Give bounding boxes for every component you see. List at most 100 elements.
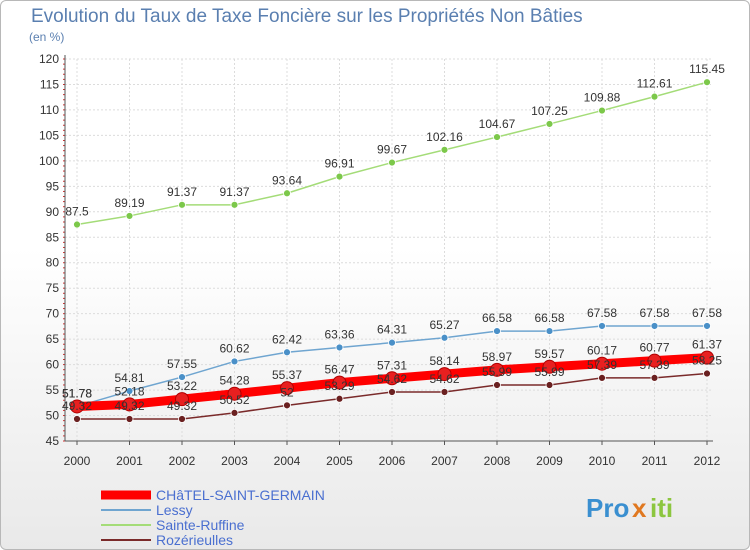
data-point [440, 145, 449, 154]
data-point [125, 212, 134, 220]
data-label: 93.64 [272, 173, 302, 187]
data-point [703, 322, 711, 330]
data-label: 67.58 [587, 306, 617, 320]
data-label: 67.58 [692, 306, 722, 320]
data-label: 61.37 [692, 338, 722, 352]
data-label: 115.45 [689, 62, 725, 76]
legend: CHâTEL-SAINT-GERMAINLessySainte-RuffineR… [101, 487, 325, 548]
data-label: 54.81 [114, 371, 144, 385]
data-point [542, 359, 557, 374]
x-tick-label: 2002 [169, 454, 196, 468]
data-point [335, 172, 344, 181]
x-tick-label: 2012 [694, 454, 721, 468]
data-point [703, 78, 711, 87]
data-point [388, 338, 396, 347]
x-tick-label: 2008 [484, 454, 511, 468]
y-tick-label: 80 [46, 256, 60, 270]
data-point [332, 375, 347, 390]
data-point [230, 200, 239, 209]
data-point [703, 369, 711, 378]
data-point [595, 356, 609, 371]
y-tick-label: 120 [39, 52, 59, 66]
data-point [335, 343, 344, 352]
y-tick-label: 55 [46, 383, 60, 397]
data-label: 109.88 [584, 91, 621, 105]
data-point [125, 387, 134, 395]
data-point [437, 367, 452, 382]
data-point [388, 158, 396, 167]
data-point [280, 381, 294, 396]
data-label: 62.42 [272, 332, 302, 346]
data-label: 52 [280, 385, 294, 399]
data-label: 49.32 [114, 399, 144, 413]
data-label: 87.5 [65, 205, 89, 219]
data-point [178, 200, 186, 209]
x-tick-label: 2011 [642, 454, 668, 468]
proxiti-logo: Pro x iti [586, 493, 673, 523]
data-label: 60.77 [639, 341, 669, 355]
data-label: 51.78 [62, 386, 92, 400]
y-tick-label: 100 [39, 154, 59, 168]
y-tick-label: 85 [46, 230, 60, 244]
data-point [283, 189, 291, 198]
data-label: 50.52 [219, 393, 249, 407]
x-tick-label: 2009 [536, 454, 563, 468]
data-label: 112.61 [637, 77, 673, 91]
data-point [493, 327, 501, 335]
data-label: 51.78 [62, 386, 92, 400]
data-point [545, 381, 554, 389]
data-point [490, 362, 504, 377]
data-label: 57.39 [587, 358, 617, 372]
data-label: 57.31 [377, 358, 407, 372]
data-point [700, 350, 714, 365]
data-label: 55.99 [534, 365, 564, 379]
data-point [385, 371, 399, 386]
data-point [122, 397, 137, 412]
data-label: 99.67 [377, 143, 407, 157]
data-label: 89.19 [114, 196, 144, 210]
brand-part1: Pro [586, 493, 629, 523]
data-point [650, 92, 659, 101]
x-tick-label: 2004 [274, 454, 301, 468]
data-label: 57.39 [639, 358, 669, 372]
y-tick-label: 105 [39, 128, 59, 142]
y-tick-label: 115 [40, 77, 59, 91]
data-point [598, 106, 606, 115]
data-label: 66.58 [534, 311, 564, 325]
data-point [545, 327, 554, 335]
x-tick-label: 2003 [221, 454, 248, 468]
data-point [283, 401, 291, 410]
x-tick-label: 2001 [116, 454, 143, 468]
data-label: 49.32 [167, 399, 197, 413]
data-point [175, 392, 189, 407]
y-tick-label: 110 [40, 103, 59, 117]
data-point [650, 322, 659, 330]
y-tick-label: 45 [46, 434, 60, 448]
data-point [545, 120, 554, 128]
data-label: 54.62 [377, 372, 407, 386]
data-label: 102.16 [426, 130, 463, 144]
data-label: 53.22 [167, 379, 197, 393]
data-point [70, 399, 84, 414]
data-point [440, 388, 449, 396]
data-label: 54.28 [219, 374, 249, 388]
y-tick-label: 75 [46, 281, 60, 295]
data-label: 54.62 [429, 372, 459, 386]
legend-label: CHâTEL-SAINT-GERMAIN [156, 487, 325, 503]
data-point [73, 220, 81, 229]
data-point [178, 415, 186, 423]
data-point [598, 373, 606, 382]
series-lines [70, 78, 714, 423]
data-point [493, 133, 501, 141]
data-label: 59.57 [534, 347, 564, 361]
legend-label: Rozérieulles [156, 532, 233, 548]
data-label: 57.55 [167, 357, 197, 371]
brand-part3: iti [650, 493, 673, 523]
data-label: 49.32 [62, 399, 92, 413]
data-point [440, 333, 449, 342]
x-tick-label: 2000 [64, 454, 91, 468]
data-point [73, 415, 81, 423]
data-label: 58.97 [482, 350, 512, 364]
